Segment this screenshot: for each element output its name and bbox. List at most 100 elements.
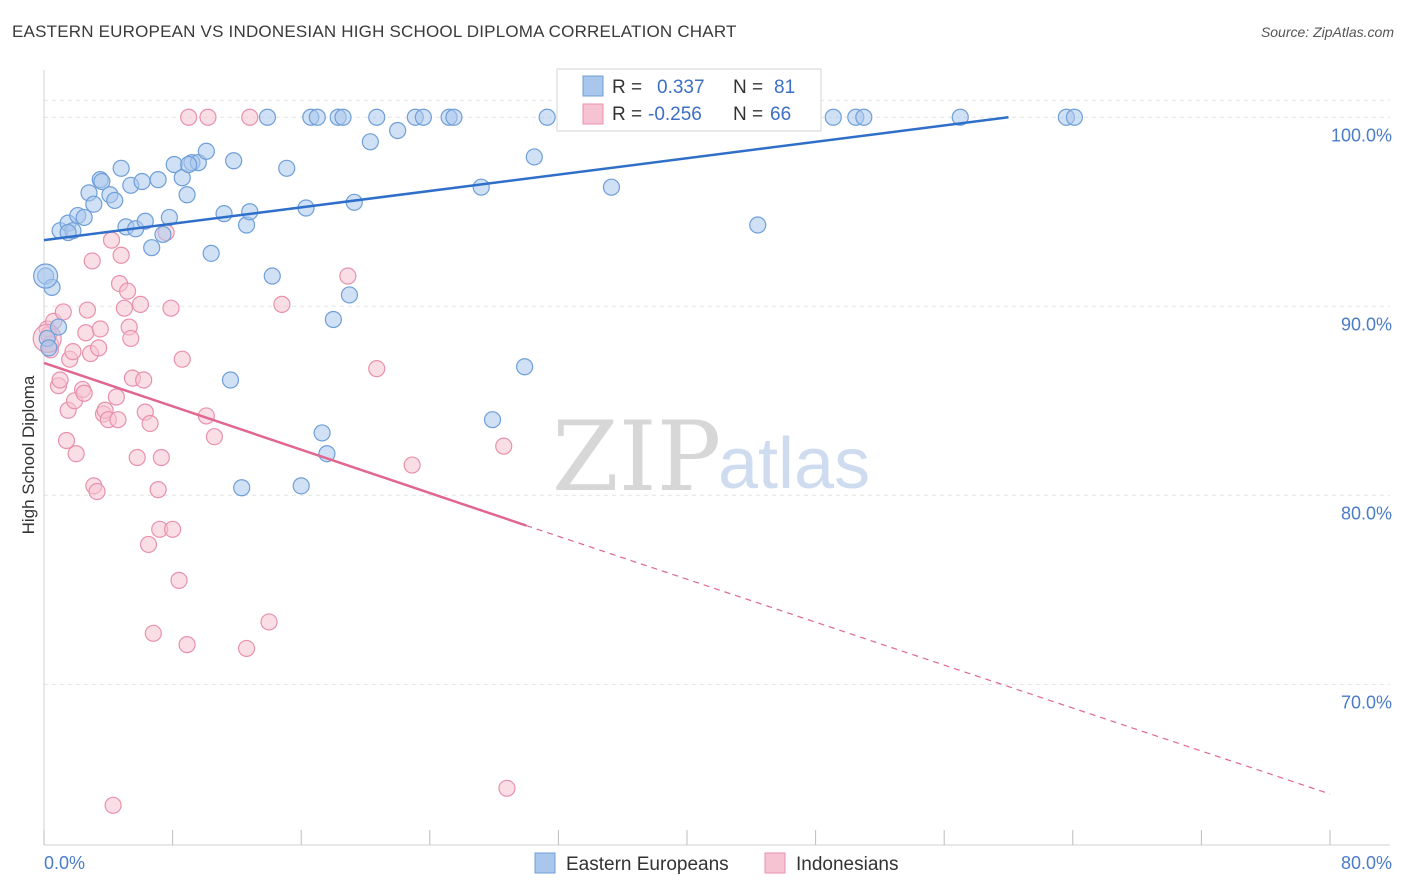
data-point <box>205 428 223 446</box>
data-point <box>178 186 196 204</box>
data-point <box>115 299 133 317</box>
data-point <box>57 431 76 450</box>
data-point <box>78 301 97 319</box>
legend-bottom-label-pink: Indonesians <box>796 854 898 875</box>
data-point <box>495 437 513 455</box>
data-point <box>85 195 103 213</box>
y-axis-label: High School Diploma <box>19 375 38 534</box>
data-point <box>340 286 359 304</box>
data-point <box>202 244 220 262</box>
chart-title: EASTERN EUROPEAN VS INDONESIAN HIGH SCHO… <box>12 22 737 41</box>
data-point <box>602 178 621 196</box>
data-point <box>154 225 172 244</box>
legend-bottom-swatch-pink <box>764 852 786 874</box>
legend-r-value-1: 0.337 <box>657 77 705 98</box>
data-point <box>278 159 296 177</box>
y-tick-label: 100.0% <box>1331 125 1392 145</box>
data-point <box>308 108 326 126</box>
legend-bottom-label-blue: Eastern Europeans <box>566 854 729 875</box>
data-point <box>75 208 93 227</box>
trend-line-indonesians-extension <box>526 524 1331 795</box>
data-point <box>54 303 72 321</box>
data-point <box>221 371 240 389</box>
data-point <box>483 411 502 429</box>
data-point <box>93 172 111 191</box>
data-point <box>498 779 516 797</box>
data-point <box>516 358 534 376</box>
x-tick-label-max: 80.0% <box>1341 853 1392 873</box>
data-point <box>951 108 969 126</box>
data-point <box>109 411 127 429</box>
data-point <box>112 159 130 177</box>
data-point <box>135 371 153 389</box>
legend-n-value-1: 81 <box>774 77 795 98</box>
legend-r-label-2: R = <box>612 104 642 125</box>
data-point <box>139 535 158 554</box>
data-point <box>83 252 101 270</box>
legend-top: R = 0.337 N = 81 R = -0.256 N = 66 <box>556 68 822 132</box>
data-point <box>67 445 85 463</box>
data-point <box>525 148 543 166</box>
data-point <box>149 481 167 499</box>
data-point <box>749 216 767 234</box>
trend-line-indonesians <box>43 361 527 527</box>
x-axis-ticks <box>43 830 1331 845</box>
data-point <box>49 318 68 336</box>
data-point <box>64 343 82 361</box>
y-tick-label: 70.0% <box>1341 692 1392 712</box>
data-point <box>122 329 140 348</box>
data-point <box>107 388 125 406</box>
data-point <box>162 299 180 317</box>
data-point <box>472 178 490 196</box>
data-point <box>88 482 106 501</box>
watermark-zip: ZIP <box>552 401 721 513</box>
legend-bottom: Eastern Europeans Indonesians <box>534 852 898 875</box>
data-point <box>141 414 159 433</box>
legend-r-label-1: R = <box>612 77 642 98</box>
legend-swatch-blue <box>582 75 604 97</box>
data-point <box>40 339 58 357</box>
watermark-atlas: atlas <box>718 424 870 504</box>
gridlines <box>44 99 1390 685</box>
data-point <box>152 448 170 467</box>
data-point <box>149 171 167 189</box>
data-point <box>143 239 161 257</box>
source-label: Source: ZipAtlas.com <box>1260 24 1394 40</box>
legend-swatch-pink <box>582 103 604 125</box>
data-point <box>112 246 130 264</box>
data-point <box>368 108 386 126</box>
data-point <box>260 613 278 631</box>
data-point <box>170 571 188 589</box>
data-point <box>263 267 281 285</box>
data-point <box>361 133 379 151</box>
data-point <box>90 339 108 357</box>
data-point <box>77 324 95 342</box>
data-point <box>106 191 124 210</box>
legend-n-value-2: 66 <box>770 104 791 125</box>
legend-bottom-swatch-blue <box>534 852 556 874</box>
data-point <box>824 108 842 126</box>
data-point <box>324 310 342 329</box>
data-point <box>403 456 421 474</box>
data-point <box>538 108 556 126</box>
data-point <box>334 108 352 126</box>
data-point <box>133 172 151 191</box>
data-point <box>180 155 198 174</box>
data-point <box>102 231 121 249</box>
data-point <box>389 121 407 140</box>
data-point <box>131 295 150 313</box>
data-point <box>339 267 357 285</box>
data-point <box>258 108 277 126</box>
data-point <box>313 424 331 442</box>
data-point <box>445 108 463 126</box>
data-point <box>160 208 178 227</box>
legend-n-label-1: N = <box>733 77 763 98</box>
data-point <box>241 203 259 221</box>
data-point <box>178 636 196 654</box>
x-tick-label-min: 0.0% <box>44 853 85 873</box>
data-point <box>414 108 432 126</box>
y-tick-label: 90.0% <box>1341 314 1392 334</box>
data-point <box>128 448 146 467</box>
data-point <box>173 350 191 368</box>
data-point <box>855 108 873 126</box>
